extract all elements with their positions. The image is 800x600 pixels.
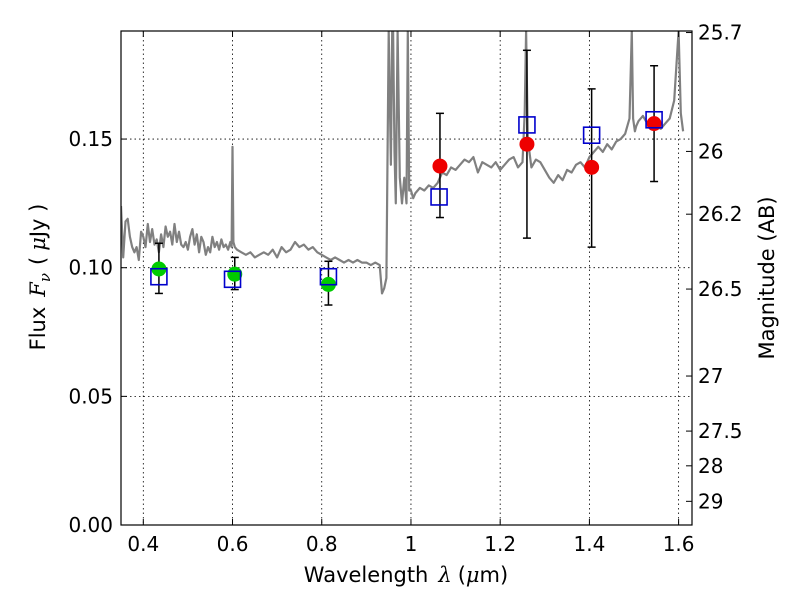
right-tick-label: 25.7 xyxy=(698,21,743,45)
filled-circle-point xyxy=(227,266,243,282)
right-tick-label: 26.2 xyxy=(698,202,743,226)
right-axis-ticks: 25.7 26 26.2 26.5 27 27.5 28 29 xyxy=(686,21,743,513)
plot-frame xyxy=(120,30,693,526)
x-tick-label: 1.6 xyxy=(663,532,695,556)
x-tick-label: 0.8 xyxy=(306,532,338,556)
y-tick-label: 0.15 xyxy=(68,127,113,151)
x-tick-label: 0.6 xyxy=(217,532,249,556)
y-axis-ticks: 0.00 0.05 0.10 0.15 xyxy=(68,127,127,537)
y-tick-label: 0.00 xyxy=(68,513,113,537)
y-axis-title: FluxFν(μJy ) xyxy=(26,204,54,351)
right-tick-label: 26 xyxy=(698,139,723,163)
x-tick-label: 0.4 xyxy=(127,532,159,556)
x-tick-label: 1.2 xyxy=(484,532,516,556)
x-axis-ticks: 0.4 0.6 0.8 1 1.2 1.4 1.6 xyxy=(127,31,695,556)
open-square-point xyxy=(518,116,536,134)
open-square-point xyxy=(319,267,338,286)
filled-circle-point xyxy=(432,158,448,174)
open-square-point xyxy=(223,270,242,289)
right-tick-label: 27 xyxy=(698,364,723,388)
right-tick-label: 27.5 xyxy=(698,419,743,443)
open-square-point xyxy=(645,110,663,129)
filled-circle-point xyxy=(584,159,600,175)
spectrum-layer xyxy=(121,31,685,295)
right-tick-label: 29 xyxy=(698,489,723,513)
model-spectrum-line xyxy=(121,31,685,295)
right-axis-title: Magnitude (AB) xyxy=(755,196,779,359)
x-axis-title: Wavelength λ (μm) xyxy=(304,563,508,587)
y-tick-label: 0.10 xyxy=(68,256,113,280)
open-square-point xyxy=(430,188,448,206)
right-tick-label: 26.5 xyxy=(698,277,743,301)
x-tick-label: 1 xyxy=(405,532,418,556)
y-tick-label: 0.05 xyxy=(68,384,113,408)
right-tick-label: 28 xyxy=(698,454,723,478)
open-square-point xyxy=(150,267,168,286)
grid xyxy=(121,31,692,525)
filled-circle-point xyxy=(519,136,535,152)
open-square-point xyxy=(582,126,601,145)
x-tick-label: 1.4 xyxy=(573,532,605,556)
data-markers xyxy=(150,110,663,292)
